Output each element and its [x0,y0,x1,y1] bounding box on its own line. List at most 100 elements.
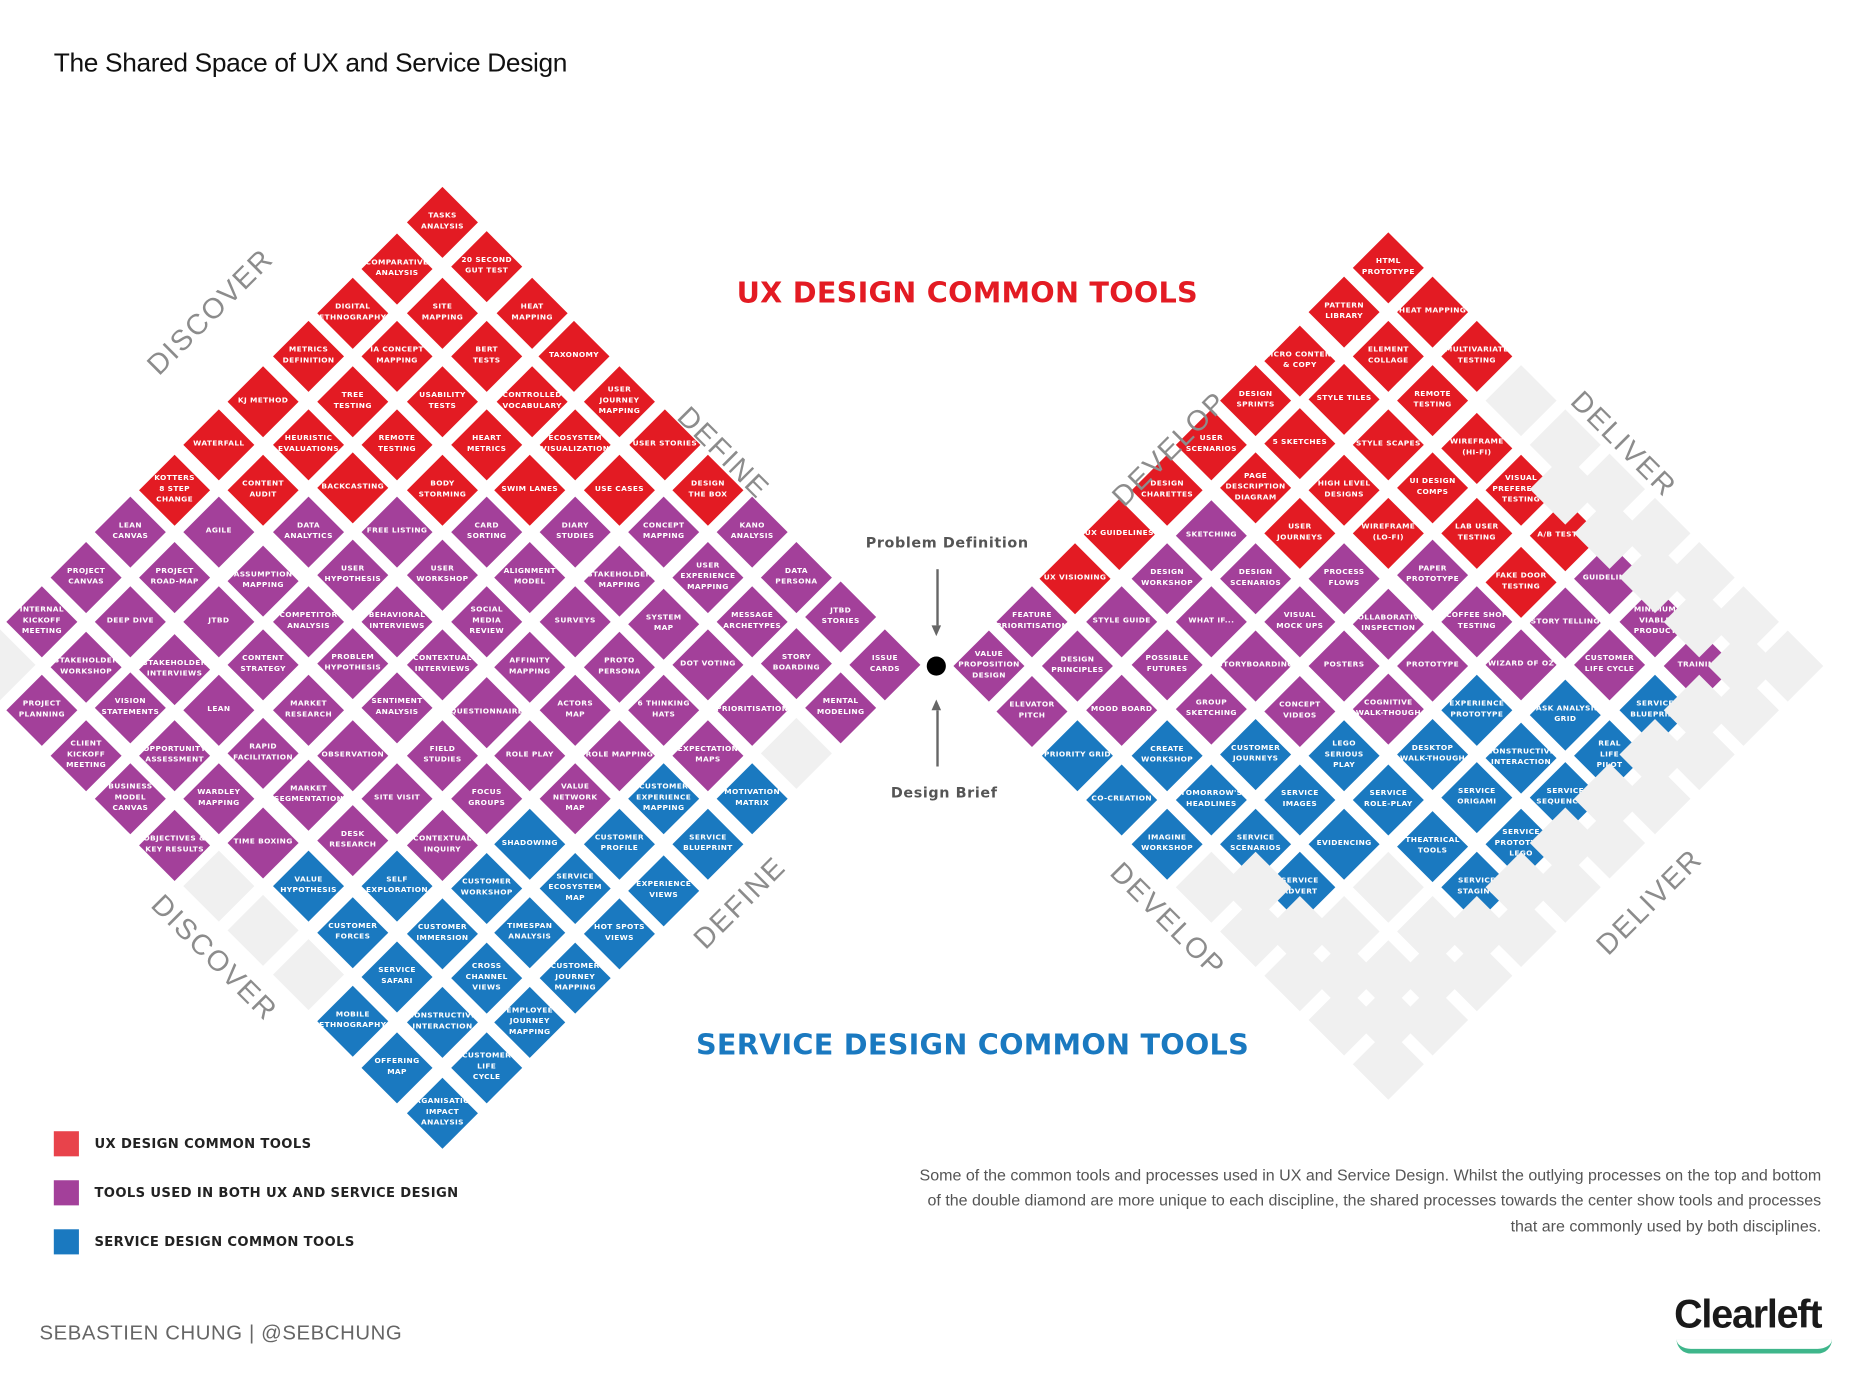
legend: UX DESIGN COMMON TOOLS TOOLS USED IN BOT… [53,1130,459,1277]
tile-label: Offering Map [374,1057,420,1077]
tile-label: Objectives & Key Results [143,834,206,854]
tile-label: Experience Prototype [1449,699,1505,719]
tile-label: Cross Channel Views [465,962,508,992]
tile-label: Alignment Model [503,566,556,586]
tile-label: Prototype [1406,660,1459,670]
tile-label: Message Archetypes [723,611,782,631]
tile-label: Experience Views [636,880,692,900]
tile-label: Guidelines [1582,573,1637,582]
tile-label: Design The Box [688,479,728,499]
tile-label: Group Sketching [1185,698,1237,718]
tile-empty-empty [1441,896,1513,968]
tile-label: Diary Studies [556,521,595,541]
tile-label: Design Sprints [1236,389,1275,409]
tile-label: Story Telling [1530,617,1600,627]
tile-label: 20 Second Gut Test [461,255,512,276]
tile-label: Possible Futures [1145,654,1189,674]
tile-label: Wardley Mapping [197,788,241,808]
tile-label: Customer Journey Mapping [550,962,600,992]
problem-definition-label: Problem Definition [865,534,1029,552]
tile-label: Dot Voting [680,659,736,668]
tile-label: Motivation Matrix [724,788,780,808]
tile-label: Stakeholder Mapping [587,570,652,590]
tile-label: Page Description Diagram [1225,471,1286,502]
tile-label: Surveys [554,616,596,625]
service-swatch-icon [53,1228,79,1254]
tile-label: Controlled Vocabulary [502,391,562,411]
tile-label: Mood Board [1090,704,1153,714]
tile-label: Style Tiles [1316,394,1372,403]
tile-label: Actors Map [557,699,594,719]
tile-label: Value Proposition Design [958,649,1020,680]
tile-label: Service Advert [1281,876,1319,896]
tile-label: Mobile Ethnography [319,1010,387,1030]
service-heading: SERVICE DESIGN COMMON TOOLS [695,1028,1249,1062]
tile-label: Free Listing [366,526,428,536]
tile-label: Contextual Inquiry [413,834,472,854]
tile-label: Element Collage [1367,345,1409,365]
tile-label: Stakeholder Interviews [142,658,207,679]
tile-label: Process Flows [1323,568,1365,588]
tile-label: Deep Dive [106,616,154,625]
tile-label: Data Analytics [284,521,333,541]
tile-label: Desktop Walk-Though [1400,743,1466,763]
tile-empty-empty [1352,984,1424,1056]
tile-label: 5 Sketches [1272,438,1328,447]
tile-label: User Experience Mapping [680,561,736,592]
tile-label: Time Boxing [233,837,293,847]
arrow-up-icon [931,699,942,711]
tile-label: Style Scapes [1355,439,1421,448]
tile-label: Tree Testing [333,391,372,411]
tile-empty-empty [1574,497,1646,569]
arrow-down-line [936,569,939,626]
tile-label: Opportunity Assessment [143,745,207,765]
tile-label: Rapid Facilitation [233,742,293,762]
tile-empty-empty [1619,719,1691,791]
tile-label: Kano Analysis [730,521,774,541]
tile-label: Internal Kickoff Meeting [19,605,64,636]
tile-label: Customer Journeys [1231,743,1281,763]
tile-label: Design Scenarios [1230,568,1282,588]
tile-label: Problem Hypothesis [324,652,382,673]
tile-label: Role Play [505,750,554,759]
tile-label: Wireframe (Lo-Fi) [1361,522,1416,542]
tile-label: Design Workshop [1141,568,1194,588]
tile-label: Site Visit [374,793,420,802]
legend-item-ux: UX DESIGN COMMON TOOLS [53,1130,459,1156]
arrow-up-line [936,710,939,767]
tile-label: Stakeholder Workshop [53,656,119,676]
tile-label: Remote Testing [377,434,417,454]
ux-swatch-icon [53,1130,79,1156]
tile-label: Agile [205,526,232,536]
tile-label: Create Workshop [1141,745,1194,765]
tile-label: What If... [1188,616,1235,625]
tile-label: Tomorrow's Headlines [1180,789,1243,809]
tile-empty-empty [1663,674,1735,746]
tile-label: User Hypothesis [324,564,382,584]
legend-item-service: SERVICE DESIGN COMMON TOOLS [53,1228,459,1254]
tile-label: Customer Immersion [416,923,469,943]
tile-label: Service Role-Play [1364,789,1413,809]
tile-empty-empty [1485,365,1557,437]
tile-label: Site Mapping [421,302,464,322]
tile-label: Proto Persona [598,656,641,676]
tile-label: Use Cases [594,484,644,494]
legend-label: SERVICE DESIGN COMMON TOOLS [94,1233,355,1250]
tile-label: Market Research [284,699,333,719]
tile-label: Customer Workshop [460,877,513,897]
tile-label: Shadowing [501,838,558,848]
tile-label: Co-Creation [1091,794,1152,803]
tile-label: Project Planning [18,699,65,719]
tile-label: A/B Testing [1537,530,1594,539]
tile-label: Evidencing [1316,838,1372,848]
tile-label: KJ Method [237,396,289,405]
tile-label: HTML Prototype [1361,257,1415,277]
tile-label: Taxonomy [548,350,599,360]
tile-label: Card Sorting [466,521,507,541]
tile-label: Competitor Analysis [279,611,338,631]
tile-label: Comparative Analysis [365,258,429,278]
tile-label: Assumption Mapping [233,570,293,590]
logo-underline-icon [1676,1339,1832,1354]
tile-label: Priority Grid [1043,750,1111,759]
